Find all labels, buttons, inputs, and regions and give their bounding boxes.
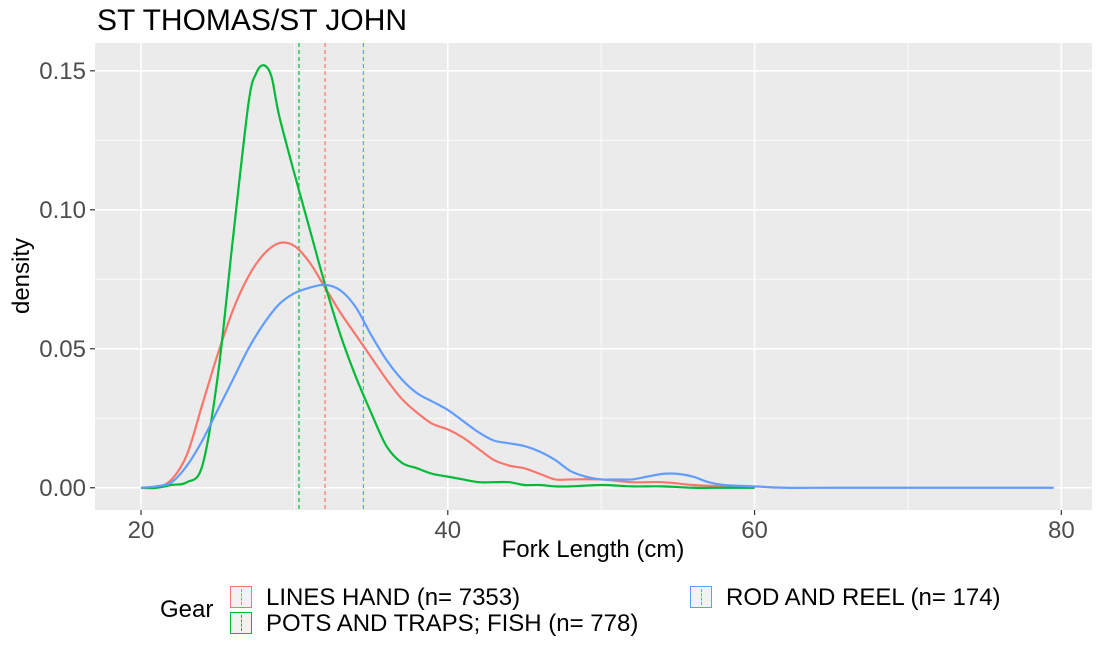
y-axis-ticks: 0.00 0.05 0.10 0.15	[39, 58, 95, 502]
x-axis-label: Fork Length (cm)	[502, 536, 685, 563]
mean-lines	[298, 43, 365, 510]
chart-title: ST THOMAS/ST JOHN	[97, 4, 408, 37]
y-tick-label: 0.10	[39, 197, 86, 224]
legend-label-pots-and-traps: POTS AND TRAPS; FISH (n= 778)	[266, 610, 639, 637]
series-line-pots-and-traps-fish	[141, 64, 755, 490]
x-axis-ticks: 20 40 60 80	[128, 510, 1075, 544]
y-axis-label: density	[8, 238, 35, 314]
x-tick-label: 60	[741, 517, 768, 544]
y-tick-label: 0.15	[39, 58, 86, 85]
legend-label-rod-and-reel: ROD AND REEL (n= 174)	[726, 584, 1001, 611]
legend-key-rod-and-reel	[690, 586, 712, 608]
legend-label-lines-hand: LINES HAND (n= 7353)	[266, 584, 521, 611]
legend-key-lines-hand	[230, 586, 252, 608]
x-tick-label: 20	[128, 517, 155, 544]
legend-key-pots-and-traps	[230, 612, 252, 634]
x-tick-label: 40	[434, 517, 461, 544]
series-line-rod-and-reel	[140, 283, 1054, 489]
y-tick-label: 0.00	[39, 475, 86, 502]
y-tick-label: 0.05	[39, 336, 86, 363]
x-tick-label: 80	[1048, 517, 1075, 544]
plot-panel	[95, 43, 1092, 510]
legend-title: Gear	[160, 596, 214, 623]
series-line-lines-hand	[140, 241, 755, 490]
series-lines	[140, 64, 1054, 490]
